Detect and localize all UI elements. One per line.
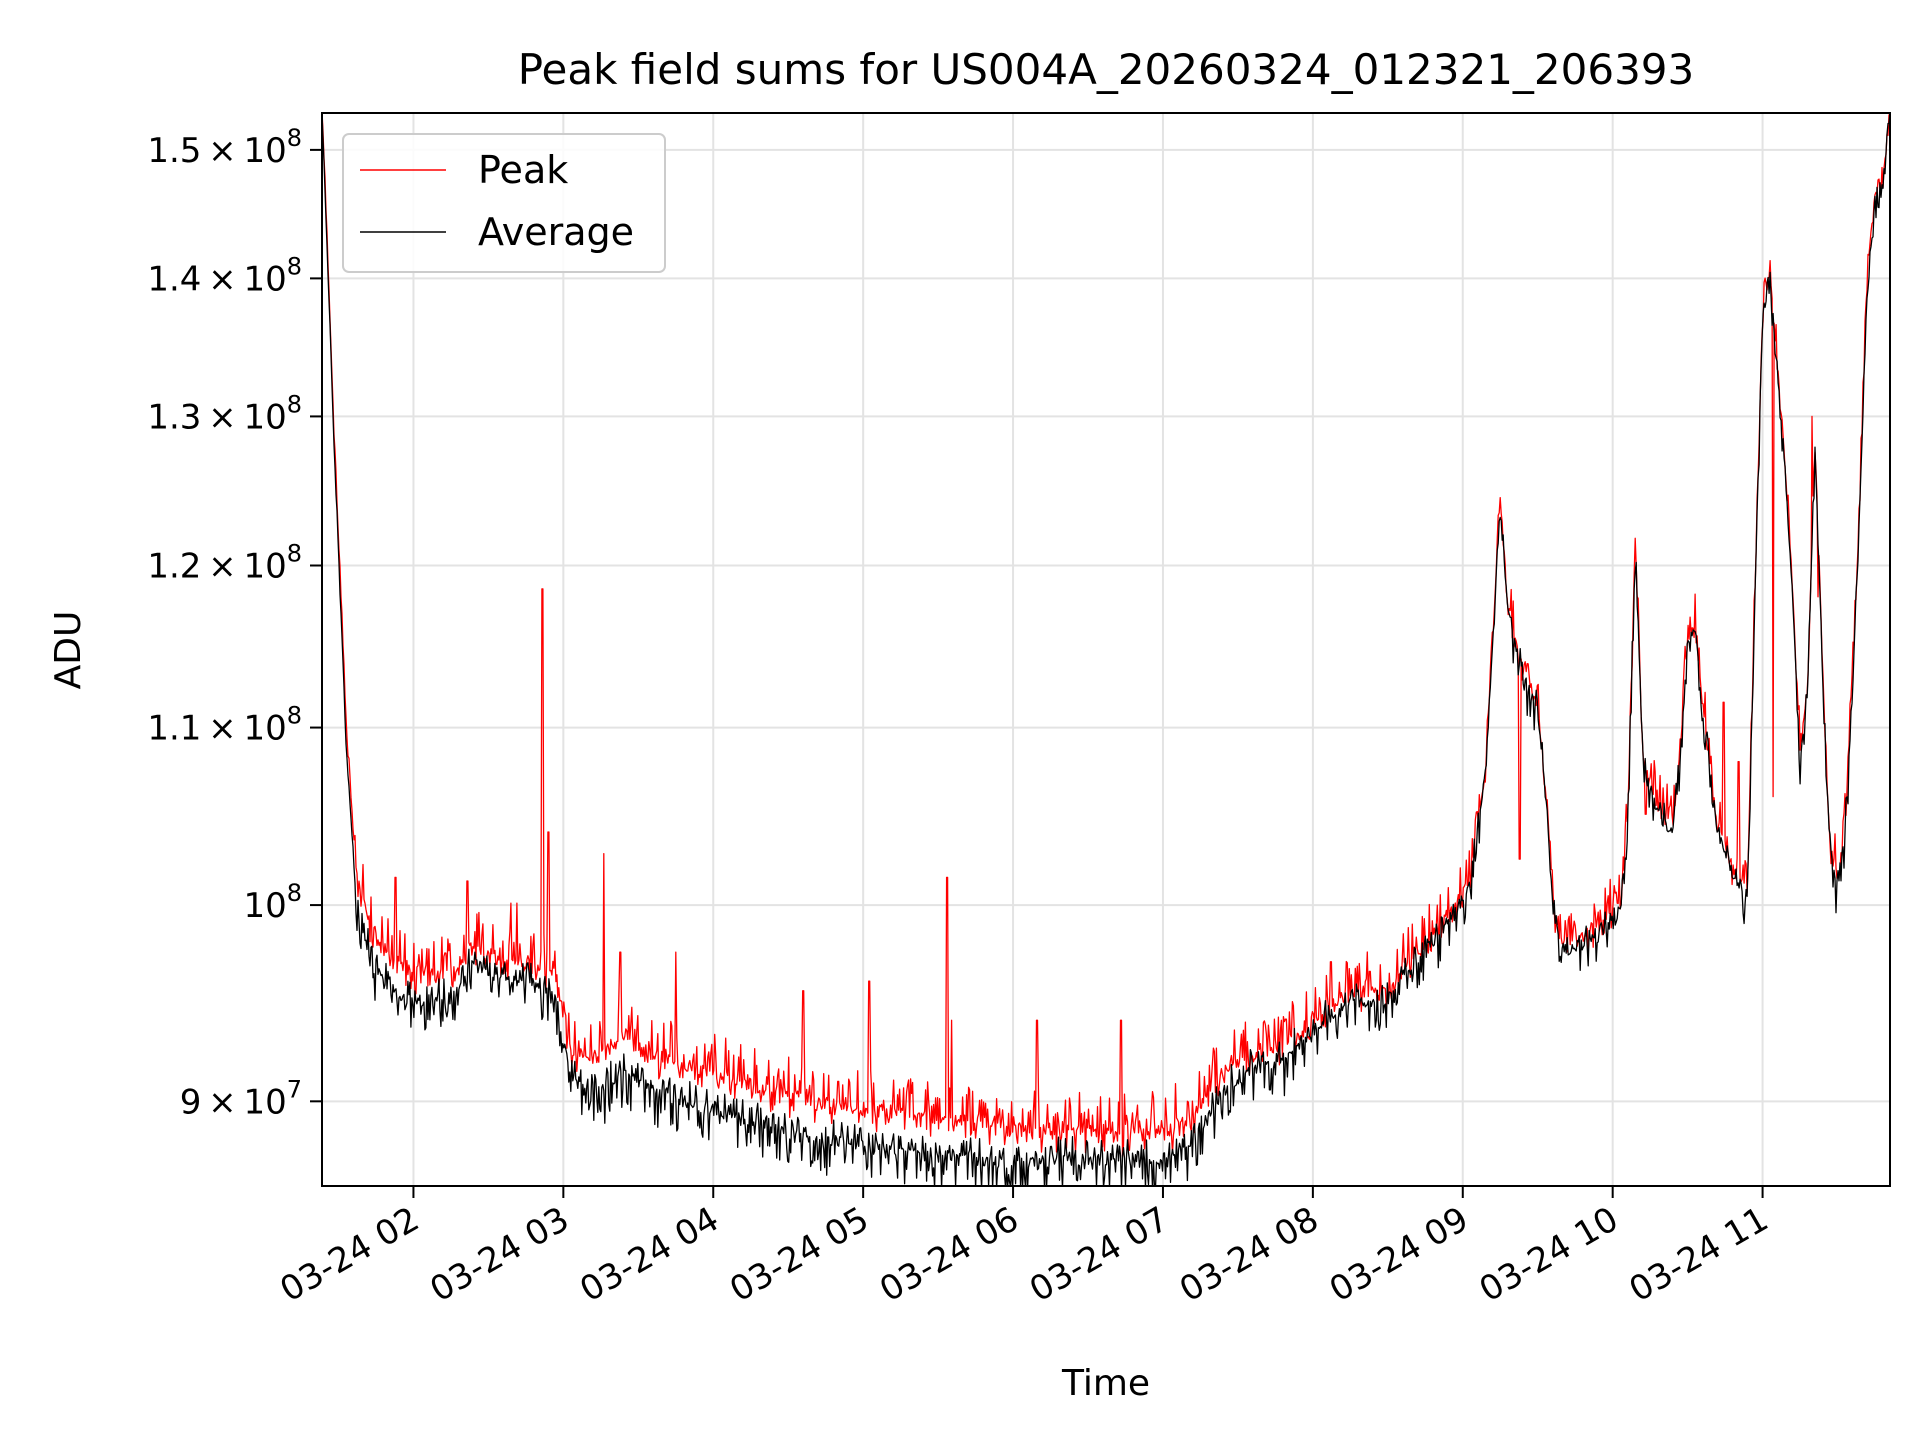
y-tick-label: 1.4 × 108	[147, 252, 302, 299]
grid	[322, 113, 1890, 1186]
legend: Peak Average	[342, 133, 666, 273]
legend-label-peak: Peak	[478, 148, 568, 192]
y-tick-label: 9 × 107	[180, 1075, 302, 1122]
y-tick-label: 1.1 × 108	[147, 702, 302, 749]
y-tick-label: 108	[243, 879, 302, 926]
x-axis-label: Time	[1061, 1363, 1150, 1404]
series-line-average	[322, 113, 1890, 1186]
y-tick-label: 1.5 × 108	[147, 124, 302, 171]
chart-title: Peak field sums for US004A_20260324_0123…	[518, 45, 1695, 94]
y-tick-label: 1.3 × 108	[147, 390, 302, 437]
legend-label-average: Average	[478, 210, 634, 254]
legend-box	[342, 133, 666, 273]
y-axis-label: ADU	[48, 611, 89, 690]
y-tick-label: 1.2 × 108	[147, 540, 302, 587]
series-group	[322, 113, 1890, 1186]
plot-frame	[321, 112, 1891, 1187]
y-axis-ticks: 9 × 107 108 1.1 × 108 1.2 × 108 1.3 × 108 1.4…	[147, 124, 322, 1122]
